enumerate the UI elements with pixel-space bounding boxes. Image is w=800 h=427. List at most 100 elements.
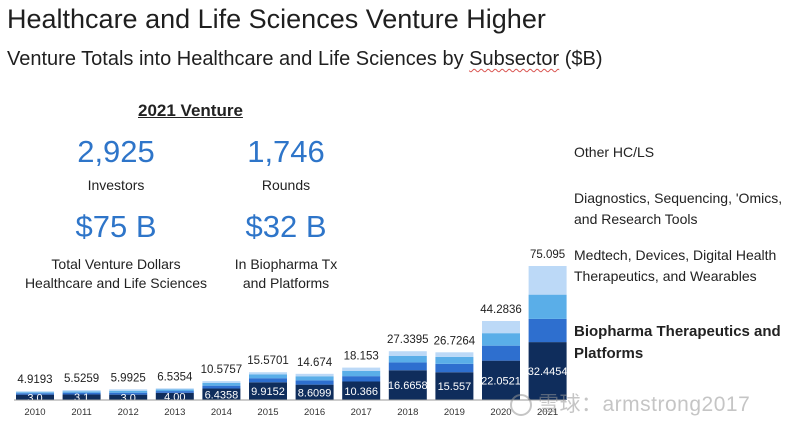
bar-total-label-2010: 4.9193	[17, 374, 52, 386]
legend-medtech-line2: Therapeutics, and Wearables	[574, 268, 757, 284]
bar-inner-label-2019: 15.557	[438, 381, 472, 393]
x-tick-label-2018: 2018	[397, 407, 418, 418]
subtitle-text-start: Venture Totals into Healthcare and Life …	[7, 48, 470, 70]
subtitle-text-end: ($B)	[559, 48, 603, 70]
x-tick-label-2013: 2013	[164, 407, 185, 418]
bar-inner-label-2021: 32.4454	[528, 366, 568, 378]
stat-biopharma: $32 B In Biopharma Tx and Platforms	[186, 209, 386, 293]
bar-segment-2015-s2	[249, 374, 287, 379]
bar-inner-label-2015: 9.9152	[251, 386, 285, 398]
bar-segment-2013-s0	[155, 392, 194, 400]
bar-inner-label-2017: 10.366	[344, 386, 378, 398]
bar-segment-2012-s0	[109, 394, 148, 400]
bar-inner-label-2013: 4.00	[164, 391, 185, 403]
legend-biopharma-line1: Biopharma Therapeutics and	[574, 323, 781, 340]
bar-segment-2019-s3	[435, 352, 474, 357]
bar-total-label-2014: 10.5757	[201, 364, 243, 376]
rounds-value: 1,746	[247, 134, 325, 169]
bar-inner-label-2016: 8.6099	[298, 387, 332, 399]
bar-segment-2020-s3	[482, 320, 520, 334]
bar-segment-2016-s3	[295, 373, 334, 377]
bar-segment-2011-s2	[62, 391, 101, 393]
x-tick-label-2014: 2014	[211, 407, 232, 418]
bar-segment-2016-s1	[295, 380, 334, 385]
slide-title: Healthcare and Life Sciences Venture Hig…	[7, 4, 546, 34]
stats-heading: 2021 Venture	[138, 101, 243, 120]
stat-total-dollars: $75 B Total Venture Dollars Healthcare a…	[16, 209, 216, 293]
legend-medtech-line1: Medtech, Devices, Digital Health	[574, 247, 777, 263]
x-tick-label-2019: 2019	[444, 407, 465, 418]
legend-other: Other HC/LS	[574, 144, 655, 160]
bar-segment-2021-s0	[528, 342, 567, 400]
rounds-label: Rounds	[261, 177, 311, 193]
investors-value: 2,925	[77, 134, 155, 169]
bar-segment-2011-s1	[62, 392, 101, 395]
watermark-text: 雪球：armstrong2017	[538, 393, 751, 416]
bar-inner-label-2010: 3.0	[27, 392, 42, 404]
bar-segment-2016-s2	[295, 376, 334, 381]
bar-segment-2017-s1	[342, 376, 381, 382]
legend-diagnostics-line1: Diagnostics, Sequencing, 'Omics,	[574, 190, 783, 206]
bar-segment-2010-s0	[16, 394, 54, 400]
bar-segment-2019-s0	[435, 372, 474, 400]
legend-diagnostics-line2: and Research Tools	[574, 211, 698, 227]
bar-segment-2020-s0	[482, 360, 520, 400]
watermark: 雪球：armstrong2017	[510, 388, 750, 418]
bar-segment-2011-s0	[62, 394, 101, 400]
bar-total-label-2011: 5.5259	[64, 373, 99, 385]
x-tick-label-2015: 2015	[257, 407, 278, 418]
bar-total-label-2012: 5.9925	[111, 372, 146, 384]
bar-segment-2017-s0	[342, 381, 381, 400]
bar-segment-2014-s3	[202, 381, 241, 383]
biopharma-label-1: In Biopharma Tx	[234, 256, 338, 272]
bar-total-label-2015: 15.5701	[247, 355, 289, 367]
bar-segment-2021-s1	[528, 318, 567, 343]
bar-segment-2012-s3	[109, 389, 148, 391]
bar-total-label-2020: 44.2836	[480, 304, 522, 316]
biopharma-value: $32 B	[245, 209, 327, 244]
bar-total-label-2018: 27.3395	[387, 334, 429, 346]
bar-segment-2019-s2	[435, 356, 474, 364]
x-tick-label-2016: 2016	[304, 407, 325, 418]
bar-segment-2018-s2	[388, 355, 427, 363]
x-tick-label-2010: 2010	[24, 407, 45, 418]
total-dollars-value: $75 B	[75, 209, 157, 244]
bar-segment-2017-s3	[342, 367, 381, 371]
bar-total-label-2013: 6.5354	[157, 371, 193, 383]
total-dollars-label-2: Healthcare and Life Sciences	[24, 275, 208, 291]
total-dollars-label-1: Total Venture Dollars	[51, 256, 181, 272]
bar-segment-2014-s2	[202, 382, 241, 386]
bar-segment-2012-s1	[109, 392, 148, 395]
bar-segment-2020-s1	[482, 345, 520, 361]
bar-inner-label-2011: 3.1	[74, 392, 89, 404]
bar-segment-2021-s3	[528, 266, 567, 295]
bar-segment-2015-s0	[249, 382, 287, 400]
bar-segment-2013-s2	[155, 389, 194, 392]
subtitle-subsector-word: Subsector	[469, 48, 560, 70]
bar-inner-label-2014: 6.4358	[205, 389, 239, 401]
bar-inner-label-2018: 16.6658	[388, 380, 428, 392]
bar-segment-2010-s3	[16, 391, 54, 393]
slide-subtitle: Venture Totals into Healthcare and Life …	[7, 48, 603, 71]
bar-segment-2020-s2	[482, 333, 520, 346]
bar-segment-2018-s3	[388, 351, 427, 356]
bar-segment-2011-s3	[62, 390, 101, 392]
bar-segment-2013-s1	[155, 391, 194, 393]
bar-segment-2010-s1	[16, 393, 54, 395]
x-tick-label-2020: 2020	[490, 407, 511, 418]
snowball-logo-icon	[510, 394, 532, 417]
biopharma-label-2: and Platforms	[242, 275, 330, 291]
bar-total-label-2021: 75.095	[530, 249, 565, 261]
bar-segment-2015-s3	[249, 372, 287, 375]
x-tick-label-2021: 2021	[537, 407, 558, 418]
bar-segment-2010-s2	[16, 392, 54, 394]
stat-investors: 2,925 Investors	[16, 134, 216, 195]
x-tick-label-2017: 2017	[351, 407, 372, 418]
bar-segment-2015-s1	[249, 378, 287, 383]
bar-segment-2016-s0	[295, 384, 334, 400]
bar-segment-2017-s2	[342, 370, 381, 377]
bar-segment-2014-s1	[202, 385, 241, 389]
bar-segment-2014-s0	[202, 388, 241, 400]
bar-total-label-2016: 14.674	[297, 357, 333, 369]
